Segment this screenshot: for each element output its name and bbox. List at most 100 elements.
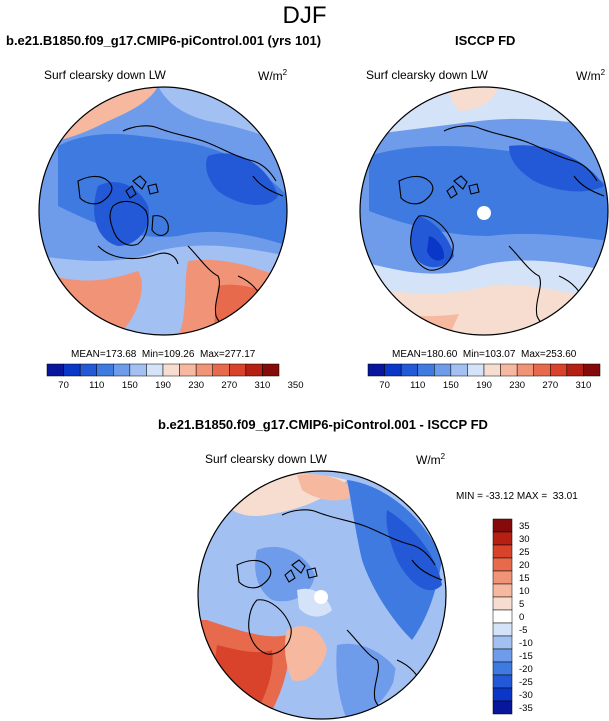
diff-colorbar-tick-label: -20: [519, 664, 533, 675]
pole-hole: [314, 590, 328, 604]
diff-colorbar-tick-label: 10: [519, 586, 530, 597]
field-greenland-deep: [427, 236, 445, 261]
obs-colorbar-swatch-11: [550, 363, 568, 377]
model-colorbar-swatch-12: [245, 363, 263, 377]
panel-obs-units: W/m2: [576, 68, 606, 83]
diff-colorbar-swatch-7: [492, 609, 513, 624]
model-colorbar-swatch-4: [113, 363, 131, 377]
diff-colorbar-swatch-0: [492, 518, 513, 533]
field-hot-bottom-right: [213, 284, 287, 335]
diff-colorbar-swatch-13: [492, 687, 513, 702]
model-colorbar-tick-label: 270: [221, 380, 237, 391]
model-colorbar-swatch-8: [179, 363, 197, 377]
diff-colorbar-tick-label: 15: [519, 573, 530, 584]
diff-colorbar-tick-label: -10: [519, 638, 533, 649]
model-colorbar-swatch-10: [212, 363, 230, 377]
obs-colorbar-swatch-2: [400, 363, 418, 377]
field-warm-center: [284, 626, 327, 681]
obs-colorbar-tick-label: 190: [476, 380, 492, 391]
model-colorbar-swatch-5: [129, 363, 147, 377]
field-near-zero: [297, 588, 332, 617]
obs-colorbar-swatch-8: [500, 363, 518, 377]
model-colorbar-tick-label: 150: [122, 380, 138, 391]
model-colorbar-tick-label: 350: [288, 380, 304, 391]
diff-colorbar-swatch-11: [492, 661, 513, 676]
model-colorbar-swatch-6: [146, 363, 164, 377]
panel-model-polar-map: [38, 86, 288, 336]
obs-colorbar-swatch-13: [583, 363, 601, 377]
model-colorbar-swatch-11: [229, 363, 247, 377]
map-boundary: [38, 86, 288, 336]
obs-colorbar-swatch-12: [566, 363, 584, 377]
model-colorbar-tick-label: 110: [89, 380, 104, 391]
diff-colorbar-tick-label: 0: [519, 612, 524, 623]
panel-model-title: b.e21.B1850.f09_g17.CMIP6-piControl.001 …: [6, 33, 322, 48]
diff-colorbar-tick-label: -25: [519, 677, 533, 688]
field-archipelago-blue: [94, 182, 149, 246]
pole-hole: [477, 206, 491, 220]
obs-colorbar-tick-label: 230: [509, 380, 525, 391]
diff-colorbar-swatch-4: [492, 570, 513, 585]
model-colorbar-swatch-0: [46, 363, 64, 377]
field-warmer-top: [297, 474, 357, 501]
panel-model-variable: Surf clearsky down LW: [44, 68, 166, 82]
model-colorbar-tick-label: 190: [155, 380, 171, 391]
obs-colorbar-swatch-5: [450, 363, 468, 377]
field-light-bottom-right: [387, 660, 446, 719]
panel-obs-polar-map: [359, 86, 609, 336]
field-siberia-blue: [509, 145, 604, 192]
diff-polar-map: [197, 470, 447, 720]
diff-variable: Surf clearsky down LW: [205, 452, 327, 466]
panel-obs-variable: Surf clearsky down LW: [366, 68, 488, 82]
diff-units: W/m2: [416, 452, 446, 467]
model-colorbar-tick-label: 230: [188, 380, 204, 391]
diff-colorbar-tick-label: -5: [519, 625, 527, 636]
obs-colorbar-swatch-7: [483, 363, 501, 377]
diff-colorbar-swatch-2: [492, 544, 513, 559]
diff-colorbar-swatch-5: [492, 583, 513, 598]
obs-colorbar-swatch-10: [533, 363, 551, 377]
diff-colorbar-tick-label: 20: [519, 560, 530, 571]
model-colorbar-swatch-9: [195, 363, 213, 377]
panel-obs-stats: MEAN=180.60 Min=103.07 Max=253.60: [392, 349, 577, 360]
field-hotter-bottom-left: [207, 645, 273, 719]
model-colorbar-swatch-2: [79, 363, 97, 377]
diff-colorbar-tick-label: 30: [519, 534, 530, 545]
field-warm-top: [449, 87, 499, 111]
model-colorbar-swatch-1: [63, 363, 81, 377]
diff-colorbar-tick-label: 5: [519, 599, 524, 610]
obs-colorbar-swatch-3: [417, 363, 435, 377]
diff-colorbar-swatch-10: [492, 648, 513, 663]
diff-colorbar-swatch-12: [492, 674, 513, 689]
panel-obs-title: ISCCP FD: [455, 33, 516, 48]
diff-colorbar-swatch-3: [492, 557, 513, 572]
obs-colorbar-swatch-0: [367, 363, 385, 377]
panel-model-colorbar: 70 110 150 190 230 270 310 350: [46, 363, 304, 391]
coastlines: [236, 509, 443, 719]
diff-colorbar-tick-label: -35: [519, 703, 533, 714]
diff-colorbar-tick-label: 35: [519, 521, 530, 532]
model-colorbar-tick-label: 310: [254, 380, 270, 391]
diff-colorbar: 35 30 25 20 15 10 5 0 -5 -10 -15 -20 -25 -30 -35: [492, 518, 533, 715]
obs-colorbar-swatch-9: [516, 363, 534, 377]
obs-colorbar-tick-label: 70: [379, 380, 390, 391]
panel-model-stats: MEAN=173.68 Min=109.26 Max=277.17: [71, 349, 256, 360]
diff-colorbar-swatch-6: [492, 596, 513, 611]
diff-colorbar-tick-label: -30: [519, 690, 533, 701]
model-colorbar-swatch-3: [96, 363, 114, 377]
obs-colorbar-tick-label: 270: [542, 380, 558, 391]
diff-colorbar-swatch-8: [492, 622, 513, 637]
map-boundary: [359, 86, 609, 336]
panel-model-units: W/m2: [258, 68, 288, 83]
obs-colorbar-tick-label: 110: [410, 380, 425, 391]
model-colorbar-swatch-7: [162, 363, 180, 377]
obs-colorbar-tick-label: 310: [575, 380, 591, 391]
diff-title: b.e21.B1850.f09_g17.CMIP6-piControl.001 …: [158, 417, 488, 432]
field-siberia-blue: [347, 480, 442, 640]
field-siberia-blue: [206, 153, 278, 206]
field-warm-bottom-left: [39, 271, 142, 335]
obs-colorbar-swatch-4: [434, 363, 452, 377]
field-blue-bottom: [336, 643, 397, 719]
obs-colorbar-tick-label: 150: [443, 380, 459, 391]
obs-colorbar-swatch-6: [467, 363, 485, 377]
